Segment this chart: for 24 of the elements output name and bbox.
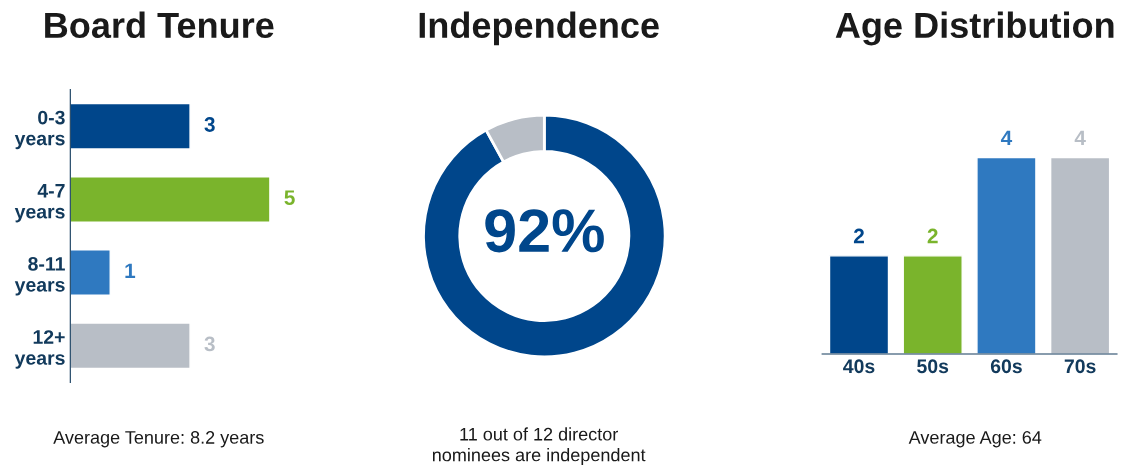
data-label: 5	[284, 190, 295, 206]
text: Average Tenure: 8.2 years	[53, 431, 264, 448]
data-label: 2	[853, 228, 864, 244]
donut-slice	[422, 113, 667, 359]
y-tick-label: 0-3 years	[14, 110, 65, 150]
text: 92%	[485, 209, 604, 253]
x-tick-label: 60s	[990, 359, 1022, 374]
y-tick-label: 4-7 years	[14, 184, 65, 223]
data-label: 4	[1074, 130, 1086, 145]
data-label: 2	[927, 228, 938, 244]
y-tick-label: 12+ years	[14, 330, 65, 369]
data-label: 3	[204, 336, 215, 352]
x-tick-label: 40s	[843, 359, 875, 374]
data-label: 1	[125, 263, 136, 278]
chart-title: Independence	[419, 11, 659, 46]
data-label: 3	[204, 117, 215, 132]
text: Average Age: 64	[908, 431, 1042, 448]
x-tick-label: 70s	[1064, 359, 1096, 374]
chart-title: Age Distribution	[835, 11, 1114, 46]
data-label: 4	[1000, 130, 1013, 145]
y-tick-label: 8-11 years	[14, 256, 65, 296]
text: 11 out of 12 director nominees are independent	[432, 427, 646, 465]
chart-title: Board Tenure	[45, 11, 274, 39]
x-tick-label: 50s	[917, 359, 949, 374]
